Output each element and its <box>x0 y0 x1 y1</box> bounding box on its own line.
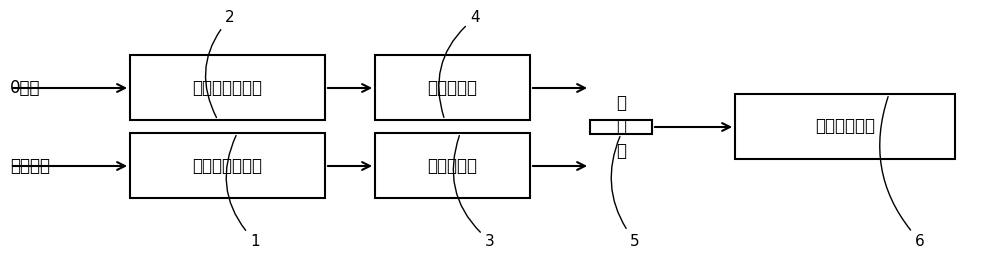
Bar <box>375 133 530 198</box>
Bar <box>130 55 325 120</box>
Bar <box>130 133 325 198</box>
Text: 第一压控振荡器: 第一压控振荡器 <box>192 156 262 174</box>
Text: 待检信号: 待检信号 <box>10 157 50 175</box>
Bar <box>375 55 530 120</box>
Bar <box>590 120 652 134</box>
Text: 1: 1 <box>226 135 260 249</box>
Text: 5: 5 <box>611 136 640 249</box>
Text: 第二压控振荡器: 第二压控振荡器 <box>192 78 262 97</box>
Text: 减
法
器: 减 法 器 <box>616 94 626 160</box>
Text: 0输入: 0输入 <box>10 79 40 97</box>
Text: 3: 3 <box>453 136 495 249</box>
Text: 数值换算电路: 数值换算电路 <box>815 118 875 135</box>
Bar <box>735 94 955 159</box>
Text: 第一计数器: 第一计数器 <box>428 156 478 174</box>
Text: 6: 6 <box>880 97 925 249</box>
Text: 第二计数器: 第二计数器 <box>428 78 478 97</box>
Text: 2: 2 <box>205 11 235 118</box>
Text: 4: 4 <box>439 11 480 117</box>
